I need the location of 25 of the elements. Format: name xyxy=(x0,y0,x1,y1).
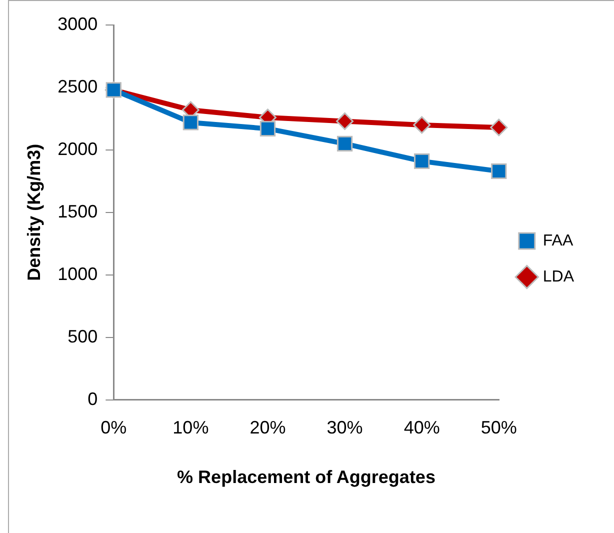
x-tick-label: 50% xyxy=(480,418,517,438)
y-tick-label: 0 xyxy=(88,388,98,409)
y-tick-label: 2000 xyxy=(58,138,98,159)
x-tick-label: 0% xyxy=(100,418,127,438)
point xyxy=(413,116,431,134)
y-tick-label: 500 xyxy=(68,326,98,346)
x-tick-label: 40% xyxy=(404,418,440,438)
x-tick-label: 20% xyxy=(250,418,286,438)
point xyxy=(260,120,276,137)
y-tick-label: 3000 xyxy=(58,14,98,34)
point xyxy=(490,118,508,136)
x-tick-label: 10% xyxy=(172,418,209,438)
y-axis-title: Density (Kg/m3) xyxy=(24,144,44,281)
x-tick-label: 30% xyxy=(326,418,363,438)
legend-label: LDA xyxy=(542,268,574,286)
y-tick-label: 1000 xyxy=(58,264,98,284)
point xyxy=(336,136,353,152)
y-tick-label: 2500 xyxy=(58,76,98,96)
x-axis-title: % Replacement of Aggregates xyxy=(177,467,436,488)
point xyxy=(336,112,354,130)
point xyxy=(182,114,199,130)
point xyxy=(414,153,430,169)
legend-label: FAA xyxy=(542,232,574,250)
y-tick-label: 1500 xyxy=(58,201,98,222)
point xyxy=(491,163,507,179)
